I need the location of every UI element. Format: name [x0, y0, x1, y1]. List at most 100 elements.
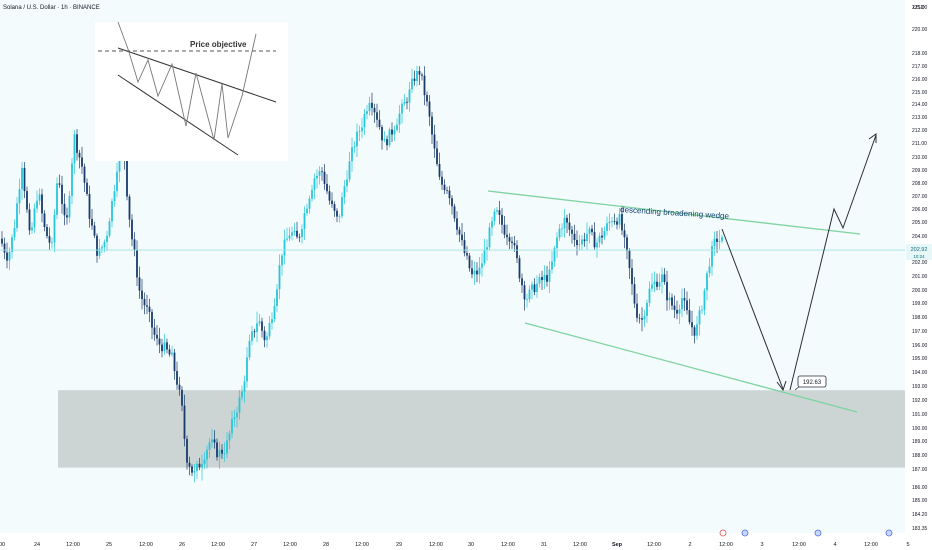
candle: [108, 221, 111, 236]
time-tick-label: 12:00: [573, 542, 587, 548]
candle: [536, 283, 538, 293]
candle: [391, 129, 393, 135]
candle: [438, 163, 441, 177]
price-tick-label: 215.00: [912, 90, 928, 96]
candle: [448, 190, 451, 199]
candle: [603, 231, 606, 238]
candle: [168, 349, 171, 355]
candle: [211, 439, 213, 443]
candle: [158, 338, 161, 345]
candle: [288, 235, 291, 239]
candle: [336, 210, 338, 217]
candle: [546, 275, 548, 282]
wedge-lower-line: [524, 322, 858, 413]
time-tick-label: 24: [34, 542, 40, 548]
candle: [643, 315, 646, 320]
candle: [46, 226, 48, 237]
time-axis[interactable]: 00 24 12:00 25 12:00 26 12:00 27 12:00 28 12:00 29 1…: [0, 542, 910, 548]
time-tick-label: 12:00: [355, 542, 369, 548]
candle: [696, 324, 698, 336]
candle: [548, 269, 551, 282]
candle: [221, 449, 223, 454]
price-tick-label: 204.00: [912, 234, 928, 240]
candle: [256, 323, 258, 333]
price-tick-label: 202.00: [912, 260, 928, 266]
candle: [513, 243, 516, 246]
candle: [21, 167, 23, 190]
price-tick-label: 195.00: [912, 356, 928, 362]
candle: [483, 249, 486, 264]
candle: [531, 284, 533, 290]
candle: [326, 183, 328, 192]
candle: [311, 189, 313, 199]
candle: [456, 218, 458, 230]
event-icon: [814, 529, 822, 537]
candle: [393, 130, 396, 135]
candle: [316, 175, 318, 179]
candle: [501, 214, 503, 225]
candle: [348, 161, 351, 180]
candle: [146, 305, 148, 307]
candle: [716, 238, 718, 242]
candle: [346, 179, 348, 187]
candle: [486, 247, 488, 250]
price-tick-label: 184.20: [912, 512, 928, 518]
candle: [423, 75, 426, 96]
candle: [328, 191, 331, 201]
time-tick-label: 12:00: [719, 542, 733, 548]
time-tick-label: 12:00: [792, 542, 806, 548]
candle: [671, 297, 673, 306]
price-tick-label: 213.00: [912, 115, 928, 121]
current-price-value: 202.92: [911, 247, 928, 253]
candle: [201, 463, 203, 468]
candle: [533, 284, 536, 293]
candle: [181, 389, 183, 406]
candle: [258, 321, 261, 324]
candle: [268, 323, 271, 337]
time-tick-label: 12:00: [211, 542, 225, 548]
price-tick-label: 216.00: [912, 77, 928, 83]
candle: [556, 237, 558, 249]
candle: [596, 242, 598, 248]
candle: [421, 74, 423, 76]
price-tick-label: 191.00: [912, 412, 928, 418]
price-tick-label: 196.00: [912, 343, 928, 349]
candle: [621, 213, 623, 231]
candle: [698, 310, 701, 325]
time-tick-label: 3: [760, 542, 763, 548]
candle: [143, 298, 146, 306]
candle: [116, 171, 118, 192]
candle: [48, 236, 51, 243]
candle: [333, 204, 336, 211]
candle: [498, 210, 501, 215]
candle: [451, 198, 453, 207]
candle: [506, 234, 508, 238]
price-tick-label: 205.00: [912, 220, 928, 226]
time-tick-label: 2: [688, 542, 691, 548]
price-tick-label: 187.00: [912, 467, 928, 473]
candle: [18, 189, 21, 204]
candle: [253, 331, 256, 333]
candle: [651, 284, 653, 289]
candle: [173, 352, 176, 372]
candle: [368, 102, 371, 112]
candle: [561, 228, 563, 230]
candle: [663, 274, 666, 282]
candle: [401, 103, 403, 114]
candle: [383, 139, 386, 141]
candle: [378, 119, 381, 127]
candle: [568, 222, 571, 230]
candle: [136, 250, 138, 278]
candle: [463, 240, 466, 254]
candle: [616, 221, 618, 225]
time-tick-label: 00: [0, 542, 5, 548]
time-tick-label: 4: [833, 542, 836, 548]
candle: [433, 134, 436, 149]
candle: [613, 221, 616, 223]
price-axis[interactable]: 221.00 220.00 218.00 217.00 216.00 215.00 214.…: [912, 5, 928, 532]
candle: [8, 251, 11, 261]
candle: [213, 439, 216, 443]
price-tick-label: 212.00: [912, 128, 928, 134]
price-tick-label: 221.00: [912, 5, 928, 11]
